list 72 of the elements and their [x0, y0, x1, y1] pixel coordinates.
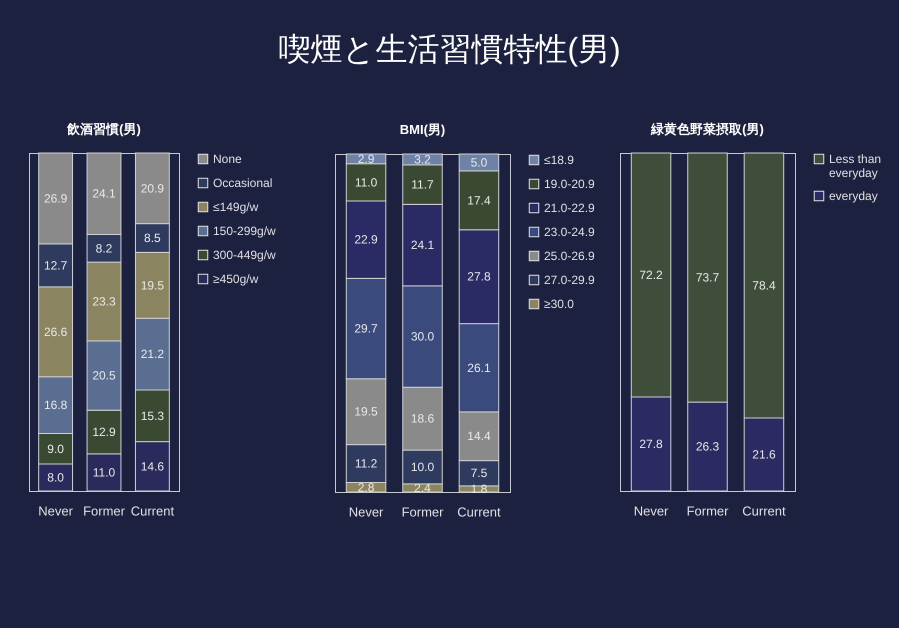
- x-tick-label: Current: [130, 504, 174, 518]
- data-label: 24.1: [410, 238, 434, 252]
- data-label: 11.0: [354, 175, 378, 190]
- data-label: 26.3: [696, 440, 720, 454]
- data-label: 9.0: [47, 442, 64, 456]
- data-label: 22.9: [354, 232, 378, 247]
- data-label: 8.2: [96, 241, 113, 256]
- legend-label: 150-299g/w: [213, 224, 276, 238]
- data-label: 2.9: [358, 152, 375, 166]
- x-tick-label: Former: [686, 504, 730, 518]
- data-label: 19.5: [354, 404, 378, 419]
- data-label: 11.0: [92, 465, 116, 480]
- data-label: 24.1: [92, 186, 116, 201]
- text: 喫煙と生活習慣特性(男): [277, 30, 622, 69]
- data-label: 72.2: [639, 268, 664, 282]
- data-label: 20.5: [92, 368, 116, 383]
- data-label: 23.3: [92, 294, 116, 309]
- data-label: 27.8: [639, 437, 664, 452]
- data-label: 17.4: [467, 193, 491, 208]
- data-label: 8.0: [47, 470, 64, 484]
- legend-label: 23.0-24.9: [544, 225, 596, 239]
- data-label: 26.1: [467, 360, 491, 375]
- x-tick-label: Current: [457, 504, 502, 520]
- data-label: 16.8: [44, 398, 68, 412]
- legend-label: ≥450g/w: [213, 272, 259, 286]
- chart-title: 飲酒習慣(男): [66, 122, 141, 136]
- legend-label: 27.0-29.9: [544, 273, 596, 287]
- legend-label: Less than everyday: [829, 152, 882, 180]
- legend-label: ≤149g/w: [213, 200, 259, 214]
- data-label: 18.6: [410, 412, 434, 426]
- data-label: 11.2: [354, 456, 378, 471]
- data-label: 11.7: [411, 178, 434, 192]
- legend-label: ≥30.0: [544, 297, 574, 311]
- data-label: 21.6: [752, 447, 776, 462]
- x-tick-label: Never: [348, 504, 384, 520]
- x-tick-label: Former: [83, 504, 126, 518]
- legend-label: Occasional: [213, 176, 272, 190]
- data-label: 7.5: [470, 466, 488, 480]
- data-label: 29.7: [354, 322, 378, 336]
- chart-title: 緑黄色野菜摂取(男): [650, 122, 764, 136]
- data-label: 19.5: [140, 278, 164, 292]
- data-label: 10.0: [410, 460, 434, 474]
- data-label: 2.8: [358, 480, 375, 494]
- data-label: 2.4: [414, 480, 432, 495]
- data-label: 8.5: [144, 231, 162, 246]
- data-label: 30.0: [410, 330, 434, 344]
- chart-title: BMI(男): [400, 122, 446, 137]
- data-label: 12.7: [44, 258, 68, 272]
- legend-label: None: [213, 152, 242, 166]
- data-label: 73.7: [696, 270, 720, 285]
- legend-label: everyday: [829, 189, 878, 203]
- data-label: 14.4: [467, 429, 491, 444]
- data-label: 14.6: [140, 459, 164, 474]
- data-label: 26.6: [44, 324, 68, 339]
- x-tick-label: Never: [634, 504, 670, 518]
- x-tick-label: Never: [38, 504, 74, 518]
- data-label: 12.9: [92, 425, 116, 440]
- legend-label: 300-449g/w: [213, 248, 276, 262]
- legend-label: 19.0-20.9: [544, 177, 596, 191]
- data-label: 5.0: [470, 155, 488, 170]
- x-tick-label: Former: [402, 504, 444, 520]
- legend-label: ≤18.9: [544, 153, 574, 167]
- data-label: 20.9: [140, 181, 164, 196]
- data-label: 78.4: [752, 278, 776, 292]
- data-label: 26.9: [44, 191, 68, 206]
- data-label: 27.8: [467, 270, 491, 284]
- data-label: 21.2: [140, 347, 164, 362]
- data-label: 3.2: [414, 152, 432, 166]
- legend-label: 21.0-22.9: [544, 201, 596, 215]
- legend-label: 25.0-26.9: [544, 249, 596, 263]
- data-label: 15.3: [140, 408, 164, 423]
- x-tick-label: Current: [742, 504, 786, 518]
